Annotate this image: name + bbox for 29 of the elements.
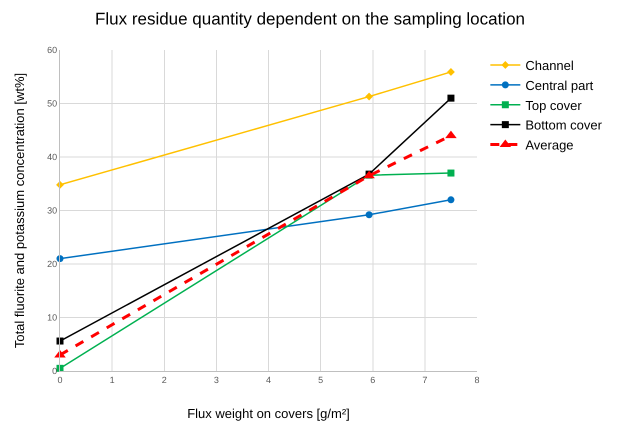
x-tick-label: 1 bbox=[110, 374, 115, 385]
y-tick-label: 10 bbox=[47, 312, 58, 323]
x-tick-label: 8 bbox=[474, 374, 480, 385]
chart-title: Flux residue quantity dependent on the sampling location bbox=[94, 10, 526, 29]
y-axis-title: Total fluorite and potassium concentration [wt%] bbox=[12, 72, 27, 348]
point bbox=[447, 94, 454, 102]
point bbox=[365, 92, 373, 100]
point bbox=[447, 170, 454, 177]
point bbox=[366, 211, 373, 218]
x-tick-label: 2 bbox=[162, 374, 167, 385]
x-tick-label: 5 bbox=[318, 374, 324, 385]
x-tick-label: 3 bbox=[214, 374, 219, 385]
y-tick-label: 30 bbox=[47, 206, 58, 216]
x-tick-label: 6 bbox=[370, 374, 376, 385]
point bbox=[447, 68, 455, 76]
y-tick-label: 40 bbox=[47, 152, 58, 162]
y-tick-label: 20 bbox=[47, 259, 58, 270]
legend-label: Top cover bbox=[525, 98, 582, 113]
y-tick-label: 50 bbox=[47, 98, 58, 109]
x-tick-label: 4 bbox=[266, 374, 272, 385]
x-axis-title: Flux weight on covers [g/m²] bbox=[187, 406, 350, 421]
legend-label: Channel bbox=[525, 58, 574, 74]
y-tick-label: 60 bbox=[47, 45, 58, 56]
x-tick-label: 7 bbox=[422, 374, 428, 385]
legend-label: Bottom cover bbox=[525, 118, 603, 133]
legend-label: Average bbox=[525, 138, 574, 153]
y-tick-label: 0 bbox=[52, 366, 58, 376]
legend-label: Central part bbox=[525, 78, 594, 93]
point bbox=[447, 196, 454, 204]
